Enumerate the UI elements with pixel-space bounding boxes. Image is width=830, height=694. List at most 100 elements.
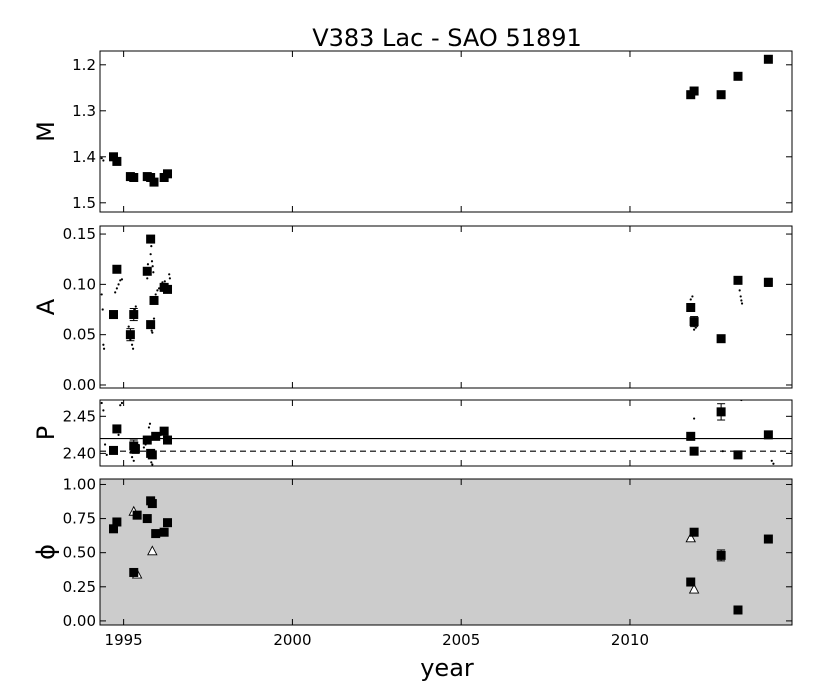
data-dot <box>151 331 154 334</box>
square-marker <box>686 431 696 441</box>
panel-background <box>100 400 792 466</box>
data-dot <box>100 157 103 160</box>
x-tick-label: 2005 <box>442 631 480 649</box>
data-dot <box>117 283 120 286</box>
data-dot <box>721 450 724 453</box>
data-dot <box>168 273 171 276</box>
data-dot <box>693 328 696 331</box>
data-dot <box>150 329 153 332</box>
y-tick-label: 0.50 <box>63 544 96 562</box>
y-tick-label: 1.2 <box>72 56 96 74</box>
panel-frame <box>99 50 793 213</box>
panel-frame <box>99 478 793 626</box>
square-marker <box>151 529 161 539</box>
square-marker <box>733 71 743 81</box>
x-tick-label: 1995 <box>105 631 143 649</box>
square-marker <box>125 330 135 340</box>
plot-area <box>100 234 773 350</box>
panel-frame <box>99 399 793 467</box>
square-marker <box>716 407 726 417</box>
y-tick-label: 1.00 <box>63 475 96 493</box>
y-tick-label: 0.00 <box>63 612 96 630</box>
y-tick-label: 0.00 <box>63 376 96 394</box>
square-marker <box>142 514 152 524</box>
y-tick-label: 0.05 <box>63 326 96 344</box>
data-dot <box>168 277 171 280</box>
square-marker <box>147 499 157 509</box>
square-marker <box>689 446 699 456</box>
triangle-marker <box>685 532 696 543</box>
square-marker <box>130 444 140 454</box>
y-tick-label: 0.10 <box>63 275 96 293</box>
y-tick-label: 2.40 <box>63 444 96 462</box>
square-marker <box>129 310 139 320</box>
data-dot <box>101 308 104 311</box>
x-axis-label: year <box>420 654 474 682</box>
data-dot <box>130 343 134 346</box>
data-dot <box>102 347 106 350</box>
square-marker <box>129 567 139 577</box>
square-marker <box>146 234 156 244</box>
data-dot <box>148 422 152 425</box>
plot-area <box>100 400 792 466</box>
square-marker <box>149 295 159 305</box>
panel-M: 1.2 1.3 1.4 1.5 M <box>32 50 793 213</box>
y-tick-label: 1.3 <box>72 102 96 120</box>
data-dot <box>150 461 153 464</box>
data-dot <box>163 280 166 283</box>
square-marker <box>689 317 699 327</box>
y-tick-label: 0.75 <box>63 510 96 528</box>
data-dot <box>152 317 156 320</box>
square-marker <box>686 577 696 587</box>
square-marker <box>763 534 773 544</box>
square-marker <box>109 310 119 320</box>
data-dot <box>119 279 122 282</box>
square-marker <box>129 173 139 182</box>
data-dot <box>119 404 122 407</box>
square-marker <box>159 426 169 436</box>
data-dot <box>103 443 107 446</box>
data-dot <box>740 302 744 305</box>
panels: 1.2 1.3 1.4 1.5 M 0.00 0.05 0.10 0.15 A 2.40 2.45P 0… <box>32 50 793 649</box>
data-dot <box>127 325 130 328</box>
square-marker <box>163 435 173 445</box>
data-dot <box>102 343 105 346</box>
y-axis-label: P <box>32 426 60 440</box>
square-marker <box>142 435 152 445</box>
data-dot <box>772 462 775 465</box>
data-dot <box>739 295 742 298</box>
y-tick-label: 2.45 <box>63 407 96 425</box>
square-marker <box>109 445 119 455</box>
square-marker <box>716 550 726 560</box>
data-dot <box>154 293 157 296</box>
square-marker <box>112 517 122 527</box>
square-marker <box>763 277 773 287</box>
square-marker <box>733 450 743 460</box>
data-dot <box>738 289 741 292</box>
square-marker <box>689 86 699 96</box>
panel-background <box>100 226 792 388</box>
y-tick-label: 0.15 <box>63 225 96 243</box>
data-dot <box>156 289 159 292</box>
panel-A: 0.00 0.05 0.10 0.15 A <box>32 225 793 394</box>
data-dot <box>691 295 694 298</box>
data-dot <box>100 293 103 296</box>
triangle-marker <box>147 545 158 556</box>
square-marker <box>109 524 119 534</box>
square-marker <box>109 152 119 162</box>
square-marker <box>163 169 173 179</box>
triangle-marker <box>688 583 700 594</box>
data-dot <box>117 433 120 436</box>
plot-area <box>100 54 773 187</box>
data-dot <box>152 271 155 274</box>
square-marker <box>163 518 173 528</box>
chart-title: V383 Lac - SAO 51891 <box>312 24 582 52</box>
y-tick-label: 0.25 <box>63 578 96 596</box>
data-dot <box>151 265 154 268</box>
data-dot <box>770 459 773 462</box>
square-marker <box>733 275 743 285</box>
data-dot <box>131 347 135 350</box>
y-tick-label: 1.5 <box>72 194 96 212</box>
data-dot <box>693 417 696 420</box>
